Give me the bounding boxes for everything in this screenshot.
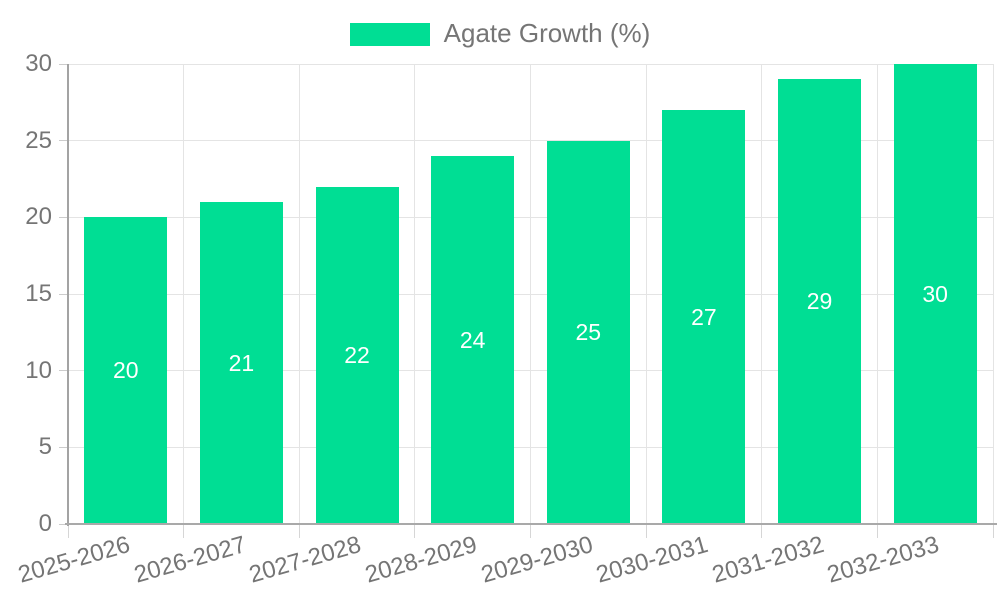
y-tick-label: 30 xyxy=(25,50,52,77)
gridline-v xyxy=(183,64,185,524)
gridline-v xyxy=(645,64,647,524)
bar-value-label: 30 xyxy=(922,280,948,307)
y-tick-label: 15 xyxy=(25,280,52,307)
bar-value-label: 25 xyxy=(575,318,602,345)
bar-value-label: 29 xyxy=(806,288,833,315)
x-tick-label: 2030-2031 xyxy=(593,531,712,589)
gridline-v xyxy=(876,64,878,524)
legend-swatch xyxy=(349,22,430,46)
x-tick xyxy=(761,525,763,538)
y-tick xyxy=(59,63,67,65)
bar-value-label: 22 xyxy=(344,341,370,368)
y-tick xyxy=(59,140,67,142)
gridline-v xyxy=(761,64,763,524)
bar-2028-2029[interactable]: 24 xyxy=(431,156,515,524)
x-tick xyxy=(992,525,994,538)
x-tick-label: 2029-2030 xyxy=(477,531,596,589)
x-tick xyxy=(183,525,185,538)
bar-2032-2033[interactable]: 30 xyxy=(893,64,977,524)
x-tick xyxy=(530,525,531,538)
legend-label: Agate Growth (%) xyxy=(443,18,651,48)
bar-value-label: 21 xyxy=(228,349,255,376)
x-tick xyxy=(67,525,69,538)
bar-2030-2031[interactable]: 27 xyxy=(662,110,746,524)
y-tick-label: 20 xyxy=(25,203,52,231)
gridline-v xyxy=(992,64,994,524)
bar-2025-2026[interactable]: 20 xyxy=(84,217,168,524)
y-tick-label: 5 xyxy=(38,433,52,461)
x-tick xyxy=(876,525,878,538)
x-tick-label: 2032-2033 xyxy=(824,531,943,589)
legend[interactable]: Agate Growth (%) xyxy=(0,20,1000,48)
bar-2026-2027[interactable]: 21 xyxy=(199,202,283,524)
x-tick-label: 2027-2028 xyxy=(246,531,365,589)
gridline-v xyxy=(414,64,416,524)
x-tick-label: 2026-2027 xyxy=(130,531,249,589)
x-axis-line xyxy=(65,523,997,525)
y-tick xyxy=(59,446,67,448)
gridline-v xyxy=(530,64,531,524)
y-tick-label: 25 xyxy=(25,126,52,154)
x-tick-label: 2028-2029 xyxy=(362,531,480,589)
x-tick xyxy=(298,525,300,538)
x-tick xyxy=(414,525,416,538)
gridline-v xyxy=(298,64,300,524)
bar-value-label: 20 xyxy=(113,357,139,384)
y-tick xyxy=(59,370,67,372)
bar-2027-2028[interactable]: 22 xyxy=(315,186,399,524)
x-tick xyxy=(645,525,647,538)
y-tick-label: 0 xyxy=(38,510,52,537)
x-tick-label: 2025-2026 xyxy=(15,531,133,589)
plot-area: 0 5 10 15 20 25 30 20 21 22 24 25 27 29 30 2025-2026 202… xyxy=(15,50,997,589)
x-tick-label: 2031-2032 xyxy=(708,531,827,589)
y-tick-label: 10 xyxy=(25,356,52,384)
y-tick xyxy=(59,523,67,525)
bar-value-label: 27 xyxy=(691,303,717,330)
bar-value-label: 24 xyxy=(459,326,486,353)
y-axis-line xyxy=(67,64,69,526)
y-tick xyxy=(59,293,67,295)
bar-2029-2030[interactable]: 25 xyxy=(546,140,630,524)
bar-2031-2032[interactable]: 29 xyxy=(778,79,862,524)
y-tick xyxy=(59,216,67,218)
